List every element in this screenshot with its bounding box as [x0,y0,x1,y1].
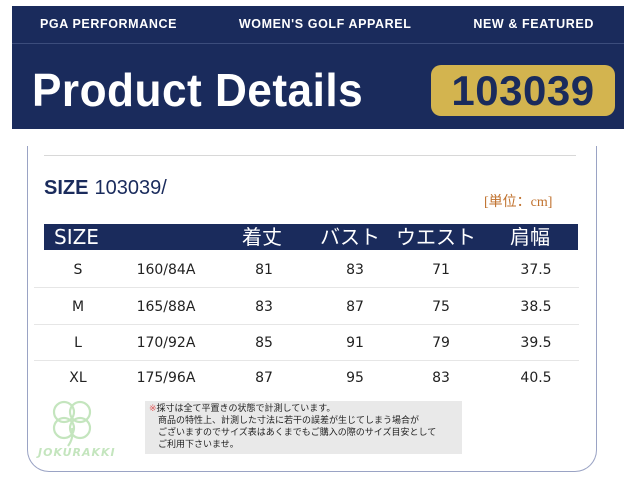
cell-waist: 79 [432,335,450,351]
cell-shoulder: 37.5 [520,262,552,278]
top-nav: PGA PERFORMANCE WOMEN'S GOLF APPAREL NEW… [12,6,624,42]
product-code: 103039 [451,66,595,114]
product-code-badge: 103039 [431,65,615,116]
cell-spec: 170/92A [136,335,196,351]
note-line: 商品の特性上、計測した寸法に若干の誤差が生じてしまう場合が [158,416,420,426]
cell-size: L [74,335,82,351]
watermark-logo: JOKURAKKI [38,398,154,462]
cell-bust: 91 [346,335,364,351]
note-line: ご利用下さいませ。 [158,440,239,450]
note-line: ございますのでサイズ表はあくまでもご購入の際のサイズ目安として [158,428,437,438]
header-length: 着丈 [242,225,282,249]
table-row: M 165/88A 83 87 75 38.5 [34,290,579,325]
cell-size: M [71,299,85,315]
note-line: ※採寸は全て平置きの状態で計測しています。 [149,404,335,415]
cell-shoulder: 39.5 [520,335,552,351]
cell-waist: 71 [432,262,450,278]
page-title: Product Details [32,64,364,116]
header-bust: バスト [320,225,380,249]
cell-length: 87 [255,370,273,386]
cell-shoulder: 40.5 [520,370,552,386]
header-size: SIZE [54,225,99,249]
cell-size: S [73,262,83,278]
cell-waist: 83 [432,370,450,386]
header-waist: ウエスト [396,225,476,249]
size-heading-code: 103039/ [94,177,167,199]
cell-shoulder: 38.5 [520,299,552,315]
cell-length: 81 [255,262,273,278]
cell-bust: 87 [346,299,364,315]
cell-bust: 95 [346,370,364,386]
cell-spec: 175/96A [136,370,196,386]
header-banner: PGA PERFORMANCE WOMEN'S GOLF APPAREL NEW… [12,6,624,129]
size-table-header: SIZE 着丈 バスト ウエスト 肩幅 [44,224,578,250]
size-heading: SIZE 103039/ [44,177,167,200]
cell-size: XL [69,370,87,386]
size-heading-label: SIZE [44,177,89,199]
table-row: L 170/92A 85 91 79 39.5 [34,326,579,361]
nav-new-featured[interactable]: NEW & FEATURED [473,17,594,31]
table-row: S 160/84A 81 83 71 37.5 [34,253,579,288]
measurement-note: ※採寸は全て平置きの状態で計測しています。 商品の特性上、計測した寸法に若干の誤… [145,401,462,454]
cell-spec: 160/84A [136,262,196,278]
cell-waist: 75 [432,299,450,315]
clover-icon [52,400,92,447]
nav-pga-performance[interactable]: PGA PERFORMANCE [40,17,178,31]
nav-divider [12,43,624,44]
cell-length: 83 [255,299,273,315]
note-mark: ※ [149,404,157,414]
watermark-text: JOKURAKKI [38,446,116,459]
nav-womens-golf-apparel[interactable]: WOMEN'S GOLF APPAREL [238,17,412,31]
cell-length: 85 [255,335,273,351]
table-row: XL 175/96A 87 95 83 40.5 [34,361,579,396]
cell-bust: 83 [346,262,364,278]
card-divider [44,155,576,156]
unit-label: [単位：cm] [484,195,553,210]
cell-spec: 165/88A [136,299,196,315]
header-shoulder: 肩幅 [510,225,550,249]
note-text: 採寸は全て平置きの状態で計測しています。 [156,404,336,414]
